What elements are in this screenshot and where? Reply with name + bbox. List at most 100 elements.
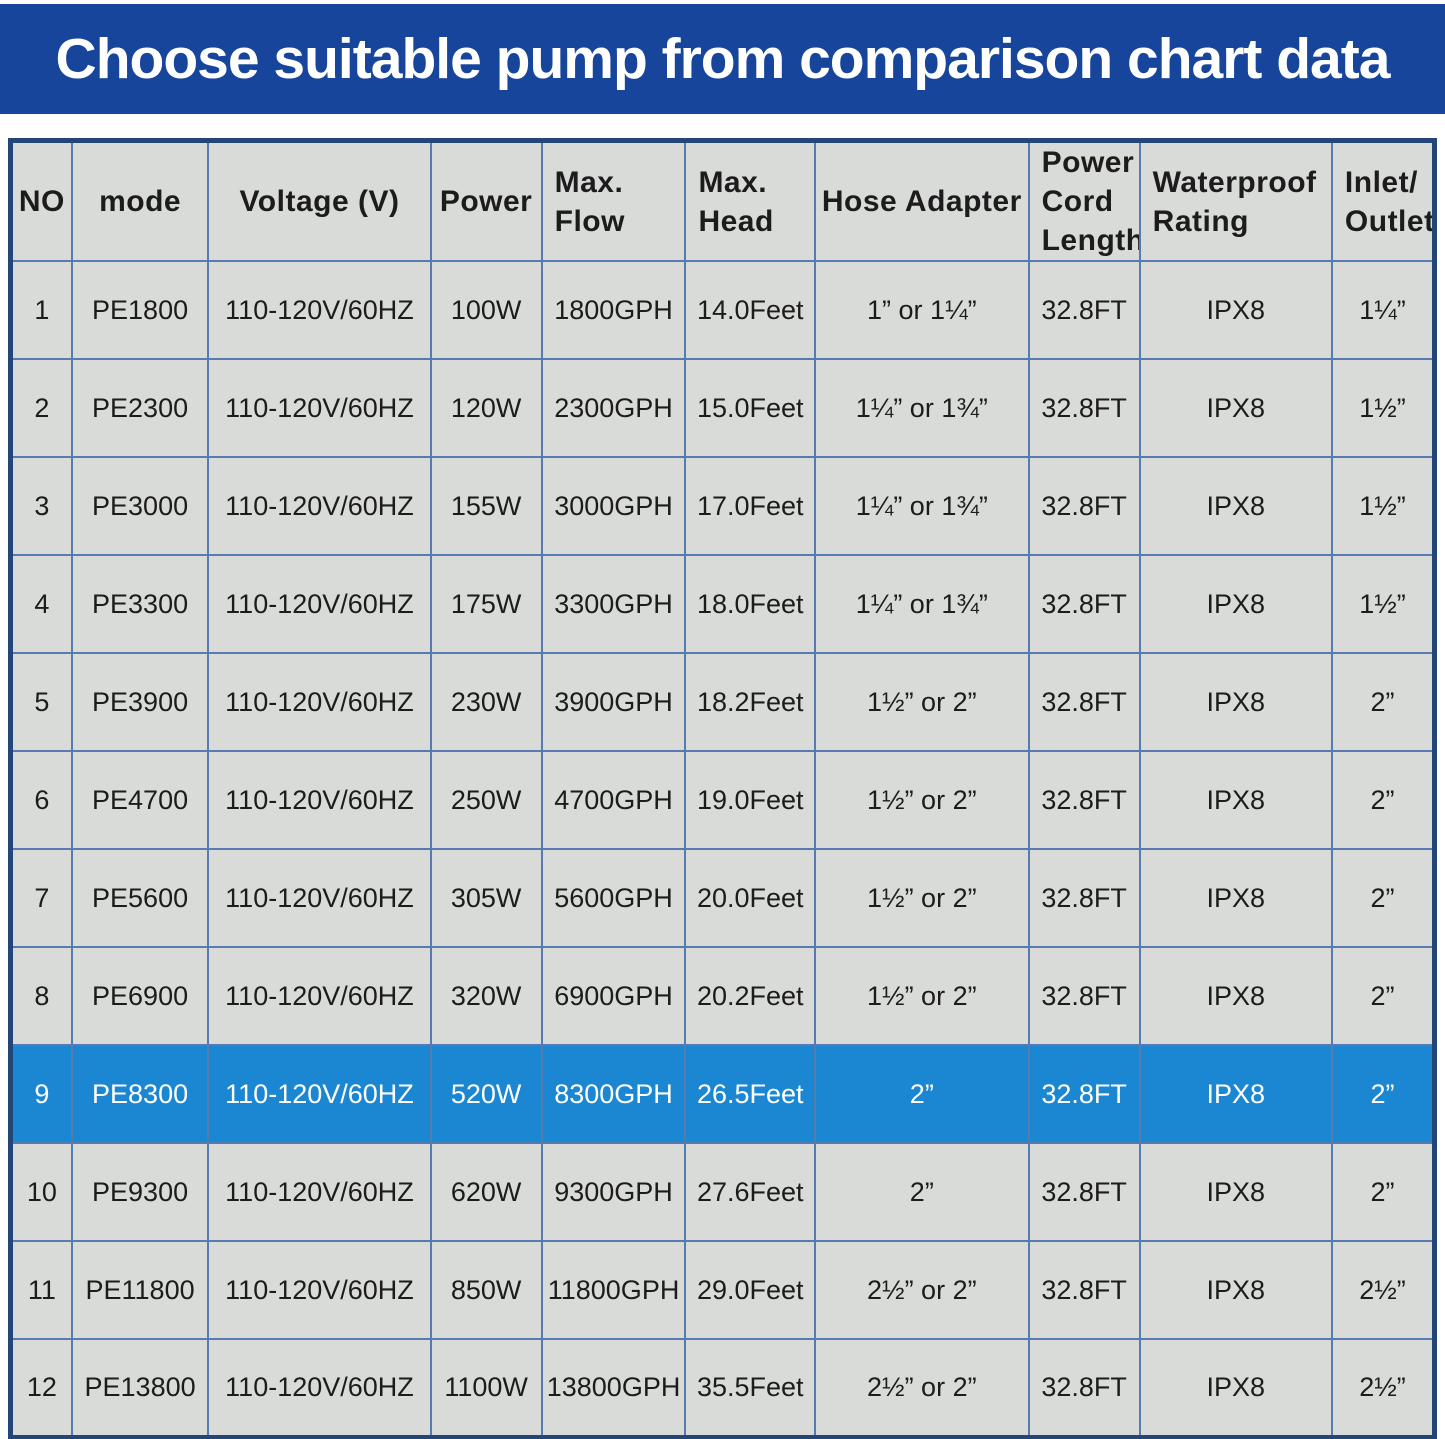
cell-max_flow: 3300GPH (540, 554, 687, 654)
table-row: 3 PE3000 110-120V/60HZ 155W 3000GPH 17.0Feet 1… (9, 456, 1436, 556)
table-header-row: NO mode Voltage (V) Power Max. Flow Max.… (9, 139, 1436, 262)
cell-no: 1 (9, 260, 73, 360)
cell-max_head: 27.6Feet (684, 1142, 817, 1242)
table-row: 11 PE11800 110-120V/60HZ 850W 11800GPH 29.0Fe… (9, 1240, 1436, 1340)
table-row: 4 PE3300 110-120V/60HZ 175W 3300GPH 18.0Feet 1… (9, 554, 1436, 654)
cell-hose_adapter: 1½” or 2” (814, 652, 1030, 752)
cell-voltage: 110-120V/60HZ (207, 848, 432, 948)
column-header-cord-length: Power Cord Length (1027, 139, 1141, 262)
cell-no: 2 (9, 358, 73, 458)
cell-max_flow: 11800GPH (540, 1240, 687, 1340)
column-header-waterproof: Waterproof Rating (1138, 139, 1333, 262)
cell-cord_length: 32.8FT (1027, 946, 1141, 1046)
cell-max_flow: 5600GPH (540, 848, 687, 948)
cell-max_head: 18.2Feet (684, 652, 817, 752)
cell-voltage: 110-120V/60HZ (207, 750, 432, 850)
cell-power: 230W (429, 652, 543, 752)
cell-power: 520W (429, 1044, 543, 1144)
cell-voltage: 110-120V/60HZ (207, 1240, 432, 1340)
cell-voltage: 110-120V/60HZ (207, 456, 432, 556)
cell-cord_length: 32.8FT (1027, 652, 1141, 752)
cell-max_flow: 6900GPH (540, 946, 687, 1046)
cell-max_flow: 3900GPH (540, 652, 687, 752)
cell-voltage: 110-120V/60HZ (207, 652, 432, 752)
table-body: 1 PE1800 110-120V/60HZ 100W 1800GPH 14.0Feet 1… (9, 260, 1436, 1438)
cell-max_flow: 3000GPH (540, 456, 687, 556)
cell-inlet_outlet: 1½” (1330, 554, 1436, 654)
table-row: 9 PE8300 110-120V/60HZ 520W 8300GPH 26.5Feet 2… (9, 1044, 1436, 1144)
cell-waterproof: IPX8 (1138, 1142, 1333, 1242)
cell-waterproof: IPX8 (1138, 358, 1333, 458)
table-row: 10 PE9300 110-120V/60HZ 620W 9300GPH 27.6Feet… (9, 1142, 1436, 1242)
cell-power: 120W (429, 358, 543, 458)
cell-voltage: 110-120V/60HZ (207, 260, 432, 360)
cell-no: 5 (9, 652, 73, 752)
cell-cord_length: 32.8FT (1027, 1240, 1141, 1340)
cell-mode: PE3300 (70, 554, 210, 654)
cell-waterproof: IPX8 (1138, 1044, 1333, 1144)
cell-max_flow: 2300GPH (540, 358, 687, 458)
table-row: 12 PE13800 110-120V/60HZ 1100W 13800GPH 35.5F… (9, 1338, 1436, 1438)
cell-max_head: 29.0Feet (684, 1240, 817, 1340)
cell-waterproof: IPX8 (1138, 1240, 1333, 1340)
cell-cord_length: 32.8FT (1027, 260, 1141, 360)
table-row: 6 PE4700 110-120V/60HZ 250W 4700GPH 19.0Feet 1… (9, 750, 1436, 850)
cell-max_head: 18.0Feet (684, 554, 817, 654)
cell-power: 850W (429, 1240, 543, 1340)
cell-mode: PE11800 (70, 1240, 210, 1340)
cell-mode: PE2300 (70, 358, 210, 458)
cell-mode: PE8300 (70, 1044, 210, 1144)
cell-hose_adapter: 1½” or 2” (814, 946, 1030, 1046)
cell-no: 3 (9, 456, 73, 556)
table-container: NO mode Voltage (V) Power Max. Flow Max.… (8, 138, 1437, 1439)
cell-power: 305W (429, 848, 543, 948)
cell-cord_length: 32.8FT (1027, 1338, 1141, 1438)
cell-cord_length: 32.8FT (1027, 750, 1141, 850)
cell-no: 9 (9, 1044, 73, 1144)
cell-waterproof: IPX8 (1138, 260, 1333, 360)
cell-hose_adapter: 1¼” or 1¾” (814, 554, 1030, 654)
column-header-voltage: Voltage (V) (207, 139, 432, 262)
cell-cord_length: 32.8FT (1027, 848, 1141, 948)
cell-mode: PE3900 (70, 652, 210, 752)
cell-max_head: 35.5Feet (684, 1338, 817, 1438)
cell-max_head: 20.0Feet (684, 848, 817, 948)
cell-max_flow: 13800GPH (540, 1338, 687, 1438)
column-header-no: NO (9, 139, 73, 262)
cell-cord_length: 32.8FT (1027, 1044, 1141, 1144)
cell-hose_adapter: 1½” or 2” (814, 848, 1030, 948)
column-header-max-head: Max. Head (684, 139, 817, 262)
cell-no: 7 (9, 848, 73, 948)
cell-inlet_outlet: 1½” (1330, 358, 1436, 458)
cell-voltage: 110-120V/60HZ (207, 358, 432, 458)
cell-cord_length: 32.8FT (1027, 456, 1141, 556)
cell-no: 10 (9, 1142, 73, 1242)
cell-inlet_outlet: 1½” (1330, 456, 1436, 556)
cell-max_flow: 1800GPH (540, 260, 687, 360)
cell-no: 12 (9, 1338, 73, 1438)
cell-no: 6 (9, 750, 73, 850)
column-header-max-flow: Max. Flow (540, 139, 687, 262)
cell-inlet_outlet: 2½” (1330, 1338, 1436, 1438)
page-title: Choose suitable pump from comparison cha… (55, 27, 1391, 91)
cell-max_flow: 4700GPH (540, 750, 687, 850)
cell-max_head: 20.2Feet (684, 946, 817, 1046)
cell-inlet_outlet: 2” (1330, 750, 1436, 850)
column-header-inlet-outlet: Inlet/ Outlet (1330, 139, 1436, 262)
cell-inlet_outlet: 2” (1330, 848, 1436, 948)
cell-max_head: 14.0Feet (684, 260, 817, 360)
cell-power: 250W (429, 750, 543, 850)
cell-mode: PE1800 (70, 260, 210, 360)
table-row: 7 PE5600 110-120V/60HZ 305W 5600GPH 20.0Feet 1… (9, 848, 1436, 948)
cell-power: 620W (429, 1142, 543, 1242)
cell-power: 320W (429, 946, 543, 1046)
cell-max_head: 15.0Feet (684, 358, 817, 458)
cell-inlet_outlet: 2” (1330, 1142, 1436, 1242)
cell-hose_adapter: 2” (814, 1044, 1030, 1144)
cell-power: 100W (429, 260, 543, 360)
table-row: 8 PE6900 110-120V/60HZ 320W 6900GPH 20.2Feet 1… (9, 946, 1436, 1046)
cell-mode: PE5600 (70, 848, 210, 948)
cell-voltage: 110-120V/60HZ (207, 554, 432, 654)
cell-no: 11 (9, 1240, 73, 1340)
cell-waterproof: IPX8 (1138, 848, 1333, 948)
